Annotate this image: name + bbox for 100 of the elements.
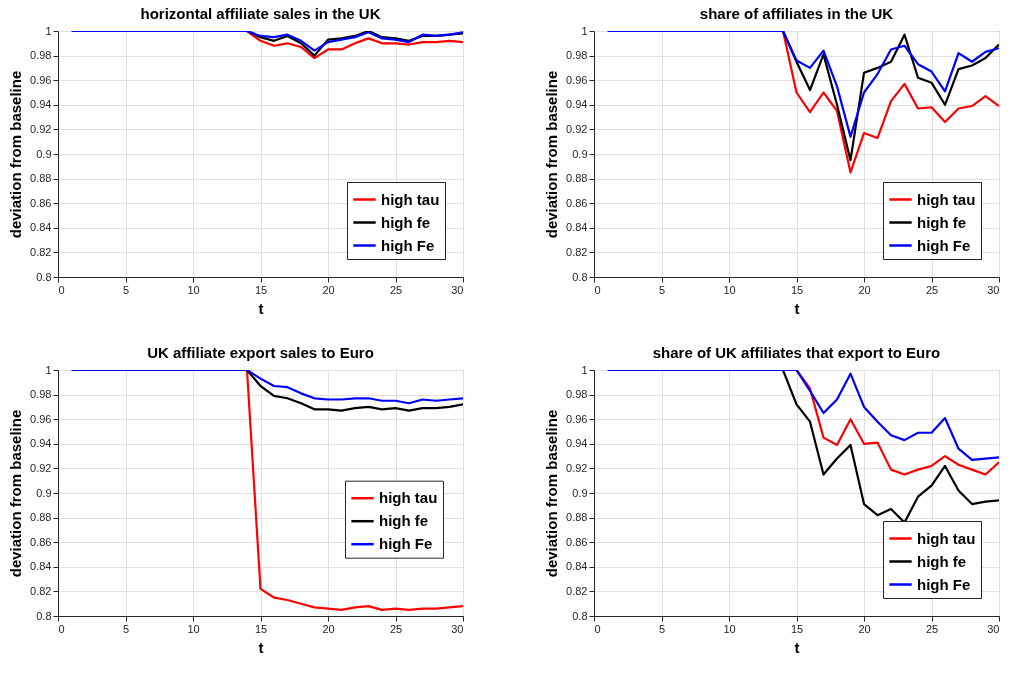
y-tick-label: 0.92 xyxy=(30,461,52,474)
x-tick-label: 15 xyxy=(790,622,804,635)
y-tick-label: 0.96 xyxy=(30,412,52,425)
y-tick-label: 0.84 xyxy=(566,560,588,573)
x-tick-label: 10 xyxy=(723,283,736,296)
x-tick-label: 10 xyxy=(187,283,200,296)
legend-label: high Fe xyxy=(381,236,435,254)
x-tick-label: 25 xyxy=(925,622,939,635)
legend-label: high fe xyxy=(381,213,431,231)
y-tick-label: 0.8 xyxy=(572,609,588,622)
x-tick-label: 25 xyxy=(389,283,403,296)
y-tick-label: 0.94 xyxy=(30,98,52,111)
y-axis-title: deviation from baseline xyxy=(543,70,561,239)
y-tick-label: 0.82 xyxy=(566,245,588,258)
line-series xyxy=(606,370,999,461)
legend-label: high Fe xyxy=(917,236,971,254)
y-tick-label: 0.8 xyxy=(572,270,588,283)
y-tick-label: 1 xyxy=(45,363,52,376)
y-tick-label: 0.8 xyxy=(36,270,52,283)
y-tick-label: 0.9 xyxy=(572,486,588,499)
x-tick-label: 15 xyxy=(254,283,268,296)
y-axis-title: deviation from baseline xyxy=(7,409,25,578)
y-axis-title: deviation from baseline xyxy=(543,409,561,578)
legend-label: high fe xyxy=(379,512,429,530)
x-tick-label: 25 xyxy=(925,283,939,296)
x-tick-label: 15 xyxy=(790,283,804,296)
y-tick-label: 0.8 xyxy=(36,609,52,622)
y-tick-label: 0.86 xyxy=(566,535,588,548)
x-tick-label: 30 xyxy=(451,622,464,635)
y-tick-label: 0.9 xyxy=(36,147,52,160)
legend-label: high fe xyxy=(917,213,967,231)
x-tick-label: 30 xyxy=(987,283,1000,296)
legend-label: high Fe xyxy=(379,535,433,553)
line-series xyxy=(70,31,463,52)
y-tick-label: 0.82 xyxy=(566,584,588,597)
x-tick-label: 30 xyxy=(451,283,464,296)
y-tick-label: 1 xyxy=(581,363,588,376)
y-axis-title: deviation from baseline xyxy=(7,70,25,239)
y-tick-label: 0.84 xyxy=(566,221,588,234)
y-tick-label: 0.82 xyxy=(30,584,52,597)
chart-title: horizontal affiliate sales in the UK xyxy=(140,5,381,22)
x-axis-title: t xyxy=(794,299,800,317)
y-tick-label: 0.96 xyxy=(30,73,52,86)
y-tick-label: 0.96 xyxy=(566,73,588,86)
chart-title: share of UK affiliates that export to Euro xyxy=(652,344,941,361)
y-tick-label: 0.86 xyxy=(30,196,52,209)
x-tick-label: 20 xyxy=(858,622,871,635)
y-tick-label: 0.84 xyxy=(30,221,52,234)
y-tick-label: 0.94 xyxy=(30,437,52,450)
line-series xyxy=(781,370,999,524)
x-axis-title: t xyxy=(258,299,264,317)
y-tick-label: 0.98 xyxy=(566,49,588,62)
x-tick-label: 10 xyxy=(723,622,736,635)
legend-label: high Fe xyxy=(917,575,971,593)
x-tick-label: 25 xyxy=(389,622,403,635)
y-tick-label: 0.88 xyxy=(30,172,52,185)
line-series xyxy=(70,370,463,405)
y-tick-label: 0.94 xyxy=(566,98,588,111)
legend-label: high fe xyxy=(917,552,967,570)
line-series xyxy=(245,370,463,412)
x-tick-label: 30 xyxy=(987,622,1000,635)
y-tick-label: 0.92 xyxy=(566,461,588,474)
legend-label: high tau xyxy=(917,190,976,208)
x-tick-label: 20 xyxy=(322,283,335,296)
chart-title: UK affiliate export sales to Euro xyxy=(147,344,374,361)
y-tick-label: 0.82 xyxy=(30,245,52,258)
x-tick-label: 20 xyxy=(858,283,871,296)
x-tick-label: 5 xyxy=(658,283,666,296)
x-tick-label: 0 xyxy=(58,622,65,635)
x-tick-label: 20 xyxy=(322,622,335,635)
x-tick-label: 0 xyxy=(594,622,601,635)
y-tick-label: 0.9 xyxy=(572,147,588,160)
y-tick-label: 0.86 xyxy=(566,196,588,209)
legend-label: high tau xyxy=(917,529,976,547)
y-tick-label: 0.84 xyxy=(30,560,52,573)
x-tick-label: 0 xyxy=(58,283,65,296)
y-tick-label: 0.98 xyxy=(30,49,52,62)
y-tick-label: 0.86 xyxy=(30,535,52,548)
y-tick-label: 0.88 xyxy=(566,172,588,185)
line-series xyxy=(245,370,463,611)
y-tick-label: 0.9 xyxy=(36,486,52,499)
x-tick-label: 10 xyxy=(187,622,200,635)
y-tick-label: 0.92 xyxy=(566,122,588,135)
x-tick-label: 5 xyxy=(122,622,130,635)
y-tick-label: 0.98 xyxy=(566,388,588,401)
chart-title: share of affiliates in the UK xyxy=(699,5,894,22)
y-tick-label: 0.96 xyxy=(566,412,588,425)
y-tick-label: 0.94 xyxy=(566,437,588,450)
y-tick-label: 1 xyxy=(581,24,588,37)
y-tick-label: 1 xyxy=(45,24,52,37)
x-tick-label: 15 xyxy=(254,622,268,635)
x-tick-label: 5 xyxy=(658,622,666,635)
x-tick-label: 0 xyxy=(594,283,601,296)
line-series xyxy=(606,31,999,138)
y-tick-label: 0.92 xyxy=(30,122,52,135)
x-axis-title: t xyxy=(258,638,264,656)
legend-label: high tau xyxy=(379,489,438,507)
x-axis-title: t xyxy=(794,638,800,656)
legend-label: high tau xyxy=(381,190,440,208)
y-tick-label: 0.98 xyxy=(30,388,52,401)
